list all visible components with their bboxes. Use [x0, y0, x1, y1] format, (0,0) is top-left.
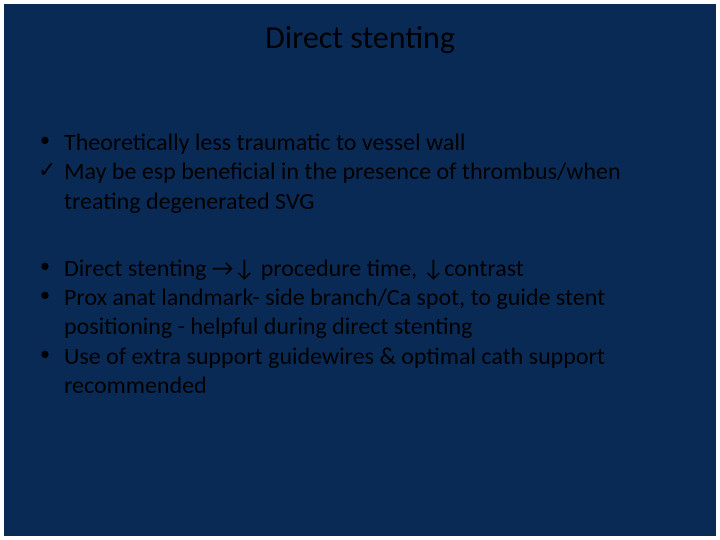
list-item-text: Prox anat landmark- side branch/Ca spot,… — [64, 283, 696, 342]
bullet-dot-icon: • — [38, 128, 64, 152]
list-item: ✓ May be esp beneficial in the presence … — [38, 157, 696, 216]
list-item: • Use of extra support guidewires & opti… — [38, 342, 696, 401]
bullet-dot-icon: • — [38, 254, 64, 278]
slide: Direct stenting • Theoretically less tra… — [4, 4, 716, 536]
list-item-text: Direct stenting →↓ procedure time, ↓cont… — [64, 254, 696, 283]
bullet-dot-icon: • — [38, 342, 64, 366]
list-item: • Direct stenting →↓ procedure time, ↓co… — [38, 254, 696, 283]
bullet-dot-icon: • — [38, 283, 64, 307]
list-item: • Theoretically less traumatic to vessel… — [38, 128, 696, 157]
bullet-group-2: • Direct stenting →↓ procedure time, ↓co… — [38, 254, 696, 400]
checkmark-icon: ✓ — [38, 157, 64, 184]
list-item: • Prox anat landmark- side branch/Ca spo… — [38, 283, 696, 342]
bullet-group-1: • Theoretically less traumatic to vessel… — [38, 128, 696, 216]
slide-title: Direct stenting — [4, 18, 716, 57]
list-item-text: Theoretically less traumatic to vessel w… — [64, 128, 696, 157]
list-item-text: May be esp beneficial in the presence of… — [64, 157, 696, 216]
list-item-text: Use of extra support guidewires & optima… — [64, 342, 696, 401]
slide-body: • Theoretically less traumatic to vessel… — [38, 128, 696, 438]
